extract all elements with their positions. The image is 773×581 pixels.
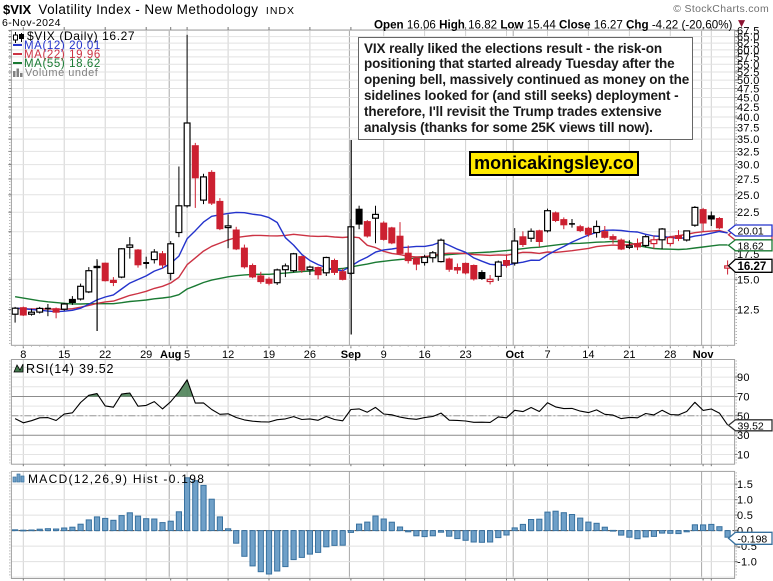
svg-text:MACD(12,26,9) Hist -0.198: MACD(12,26,9) Hist -0.198 <box>28 472 205 486</box>
svg-text:9: 9 <box>381 349 387 361</box>
svg-text:-1.0: -1.0 <box>737 557 757 569</box>
svg-text:1.0: 1.0 <box>737 495 753 507</box>
svg-text:67.5: 67.5 <box>737 25 760 37</box>
svg-text:10: 10 <box>737 450 750 462</box>
svg-text:18.62: 18.62 <box>738 240 764 252</box>
svg-text:14: 14 <box>582 349 594 361</box>
svg-text:MA(55) 18.62: MA(55) 18.62 <box>24 58 101 70</box>
svg-text:Sep: Sep <box>341 349 361 361</box>
svg-text:16.27: 16.27 <box>738 261 767 273</box>
svg-text:62.5: 62.5 <box>737 38 760 50</box>
svg-text:5: 5 <box>184 349 190 361</box>
svg-text:27.5: 27.5 <box>737 174 760 186</box>
svg-text:Oct: Oct <box>506 349 525 361</box>
svg-text:26: 26 <box>304 349 316 361</box>
svg-text:35.0: 35.0 <box>737 134 760 146</box>
svg-text:16: 16 <box>418 349 430 361</box>
svg-text:1.5: 1.5 <box>737 479 753 491</box>
svg-text:0.5: 0.5 <box>737 510 753 522</box>
svg-text:57.5: 57.5 <box>737 52 760 64</box>
svg-text:MA(22) 19.96: MA(22) 19.96 <box>24 49 101 61</box>
svg-text:42.5: 42.5 <box>737 102 760 114</box>
svg-text:7: 7 <box>544 349 550 361</box>
svg-text:90: 90 <box>737 372 750 384</box>
svg-text:21: 21 <box>623 349 635 361</box>
svg-text:12.5: 12.5 <box>737 305 760 317</box>
svg-text:20.01: 20.01 <box>738 226 764 238</box>
svg-text:25.0: 25.0 <box>737 190 760 202</box>
svg-text:22: 22 <box>99 349 111 361</box>
svg-text:52.5: 52.5 <box>737 67 760 79</box>
svg-text:-0.198: -0.198 <box>738 533 768 545</box>
svg-text:8: 8 <box>20 349 26 361</box>
svg-text:70: 70 <box>737 392 750 404</box>
svg-text:29: 29 <box>140 349 152 361</box>
svg-text:Nov: Nov <box>693 349 715 361</box>
svg-text:12: 12 <box>222 349 234 361</box>
svg-text:65.0: 65.0 <box>737 32 760 44</box>
svg-text:15.0: 15.0 <box>737 274 760 286</box>
svg-text:RSI(14) 39.52: RSI(14) 39.52 <box>26 362 114 376</box>
svg-text:17.5: 17.5 <box>737 249 760 261</box>
svg-text:45.0: 45.0 <box>737 93 760 105</box>
svg-text:39.52: 39.52 <box>738 420 764 432</box>
svg-text:47.5: 47.5 <box>737 84 760 96</box>
svg-text:22.5: 22.5 <box>737 207 760 219</box>
svg-text:32.5: 32.5 <box>737 146 760 158</box>
svg-text:Aug: Aug <box>160 349 181 361</box>
svg-text:$VIX (Daily) 16.27: $VIX (Daily) 16.27 <box>27 29 135 43</box>
svg-text:37.5: 37.5 <box>737 123 760 135</box>
svg-text:15: 15 <box>58 349 70 361</box>
svg-text:55.0: 55.0 <box>737 59 760 71</box>
svg-text:MA(12) 20.01: MA(12) 20.01 <box>24 40 101 52</box>
svg-text:30: 30 <box>737 430 750 442</box>
svg-text:40.0: 40.0 <box>737 112 760 124</box>
svg-text:50.0: 50.0 <box>737 75 760 87</box>
svg-text:28: 28 <box>664 349 676 361</box>
svg-text:Volume undef: Volume undef <box>25 67 99 79</box>
svg-text:30.0: 30.0 <box>737 160 760 172</box>
svg-text:60.0: 60.0 <box>737 45 760 57</box>
svg-text:23: 23 <box>459 349 471 361</box>
svg-text:19: 19 <box>263 349 275 361</box>
